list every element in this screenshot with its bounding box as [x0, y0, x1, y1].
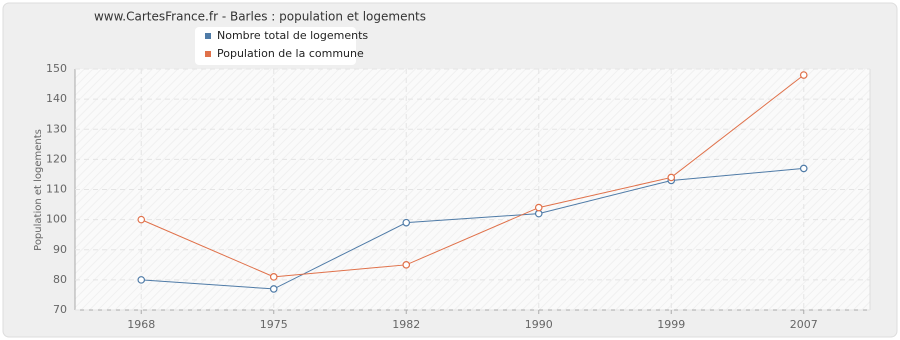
legend-label: Population de la commune [217, 47, 364, 60]
data-point [402, 218, 411, 227]
y-axis-label: Population et logements [33, 129, 44, 251]
legend [195, 27, 356, 65]
data-point [269, 285, 278, 293]
x-tick-label: 1982 [392, 318, 420, 331]
series-line [141, 167, 804, 290]
data-point [402, 261, 411, 269]
y-tick-label: 70 [53, 303, 67, 316]
y-tick-label: 110 [46, 183, 67, 196]
y-tick-label: 90 [53, 243, 67, 256]
x-tick-label: 1975 [260, 318, 288, 331]
x-tick-label: 1968 [127, 318, 155, 331]
data-point [137, 215, 146, 224]
x-tick-label: 2007 [790, 318, 818, 331]
y-tick-label: 100 [46, 213, 67, 226]
x-tick-label: 1990 [525, 318, 553, 331]
data-point [534, 203, 543, 212]
y-tick-label: 120 [46, 152, 67, 165]
y-tick-label: 150 [46, 62, 67, 75]
data-point [137, 276, 146, 284]
chart-title: www.CartesFrance.fr - Barles : populatio… [94, 10, 426, 24]
series-line [141, 74, 805, 278]
y-tick-label: 140 [46, 92, 67, 105]
legend-swatch [205, 33, 211, 39]
data-point [667, 173, 676, 182]
data-point [799, 71, 808, 79]
data-point [269, 273, 278, 281]
legend-swatch [205, 51, 211, 57]
legend-label: Nombre total de logements [217, 29, 368, 42]
y-tick-label: 80 [53, 273, 67, 286]
data-point [799, 164, 808, 173]
y-tick-label: 130 [46, 122, 67, 135]
x-tick-label: 1999 [657, 318, 685, 331]
